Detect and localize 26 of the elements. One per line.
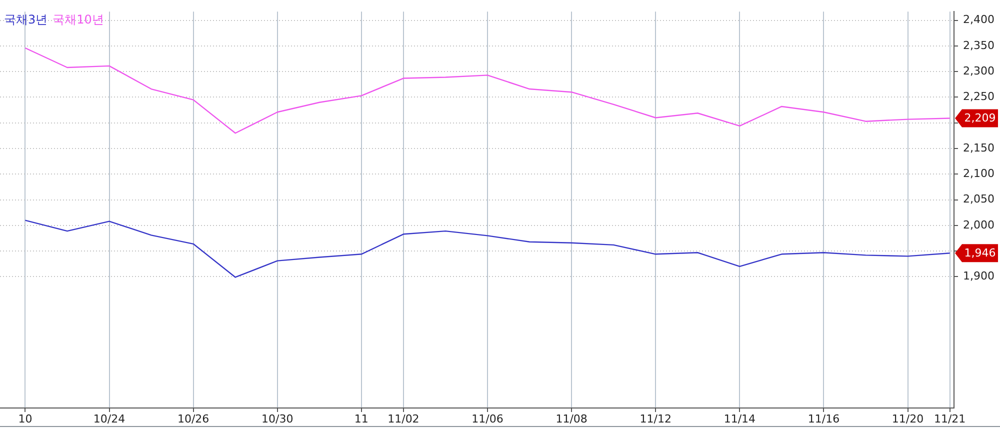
x-tick-label: 11/02: [388, 412, 420, 426]
y-tick-label: 2,250: [963, 90, 994, 104]
x-tick-label: 11/12: [640, 412, 672, 426]
x-tick-label: 11/20: [892, 412, 924, 426]
y-tick-label: 1,900: [963, 270, 994, 283]
x-tick-label: 11/14: [724, 412, 756, 426]
y-tick-label: 2,350: [963, 38, 994, 52]
y-tick-label: 2,100: [963, 167, 994, 180]
text: 국채10년: [52, 12, 104, 27]
text: 국채3년: [4, 12, 48, 27]
y-tick-label: 2,000: [963, 218, 994, 232]
y-tick-label: 2,300: [963, 64, 994, 78]
data-label: 2,209: [964, 112, 996, 125]
y-tick-label: 2,050: [963, 192, 994, 206]
x-tick-label: 10/24: [93, 412, 126, 426]
x-tick-label: 11/08: [556, 412, 588, 426]
y-tick-label: 2,150: [963, 141, 994, 154]
x-tick-label: 11/21: [934, 412, 966, 426]
x-tick-label: 10: [18, 412, 32, 426]
x-tick-label: 11/16: [808, 412, 840, 426]
y-tick-label: 2,400: [963, 13, 994, 26]
x-tick-label: 11/06: [472, 412, 504, 426]
x-tick-label: 10/26: [177, 412, 210, 426]
x-tick-label: 11: [354, 412, 368, 426]
data-label: 1,946: [964, 246, 996, 260]
x-tick-label: 10/30: [262, 412, 294, 426]
